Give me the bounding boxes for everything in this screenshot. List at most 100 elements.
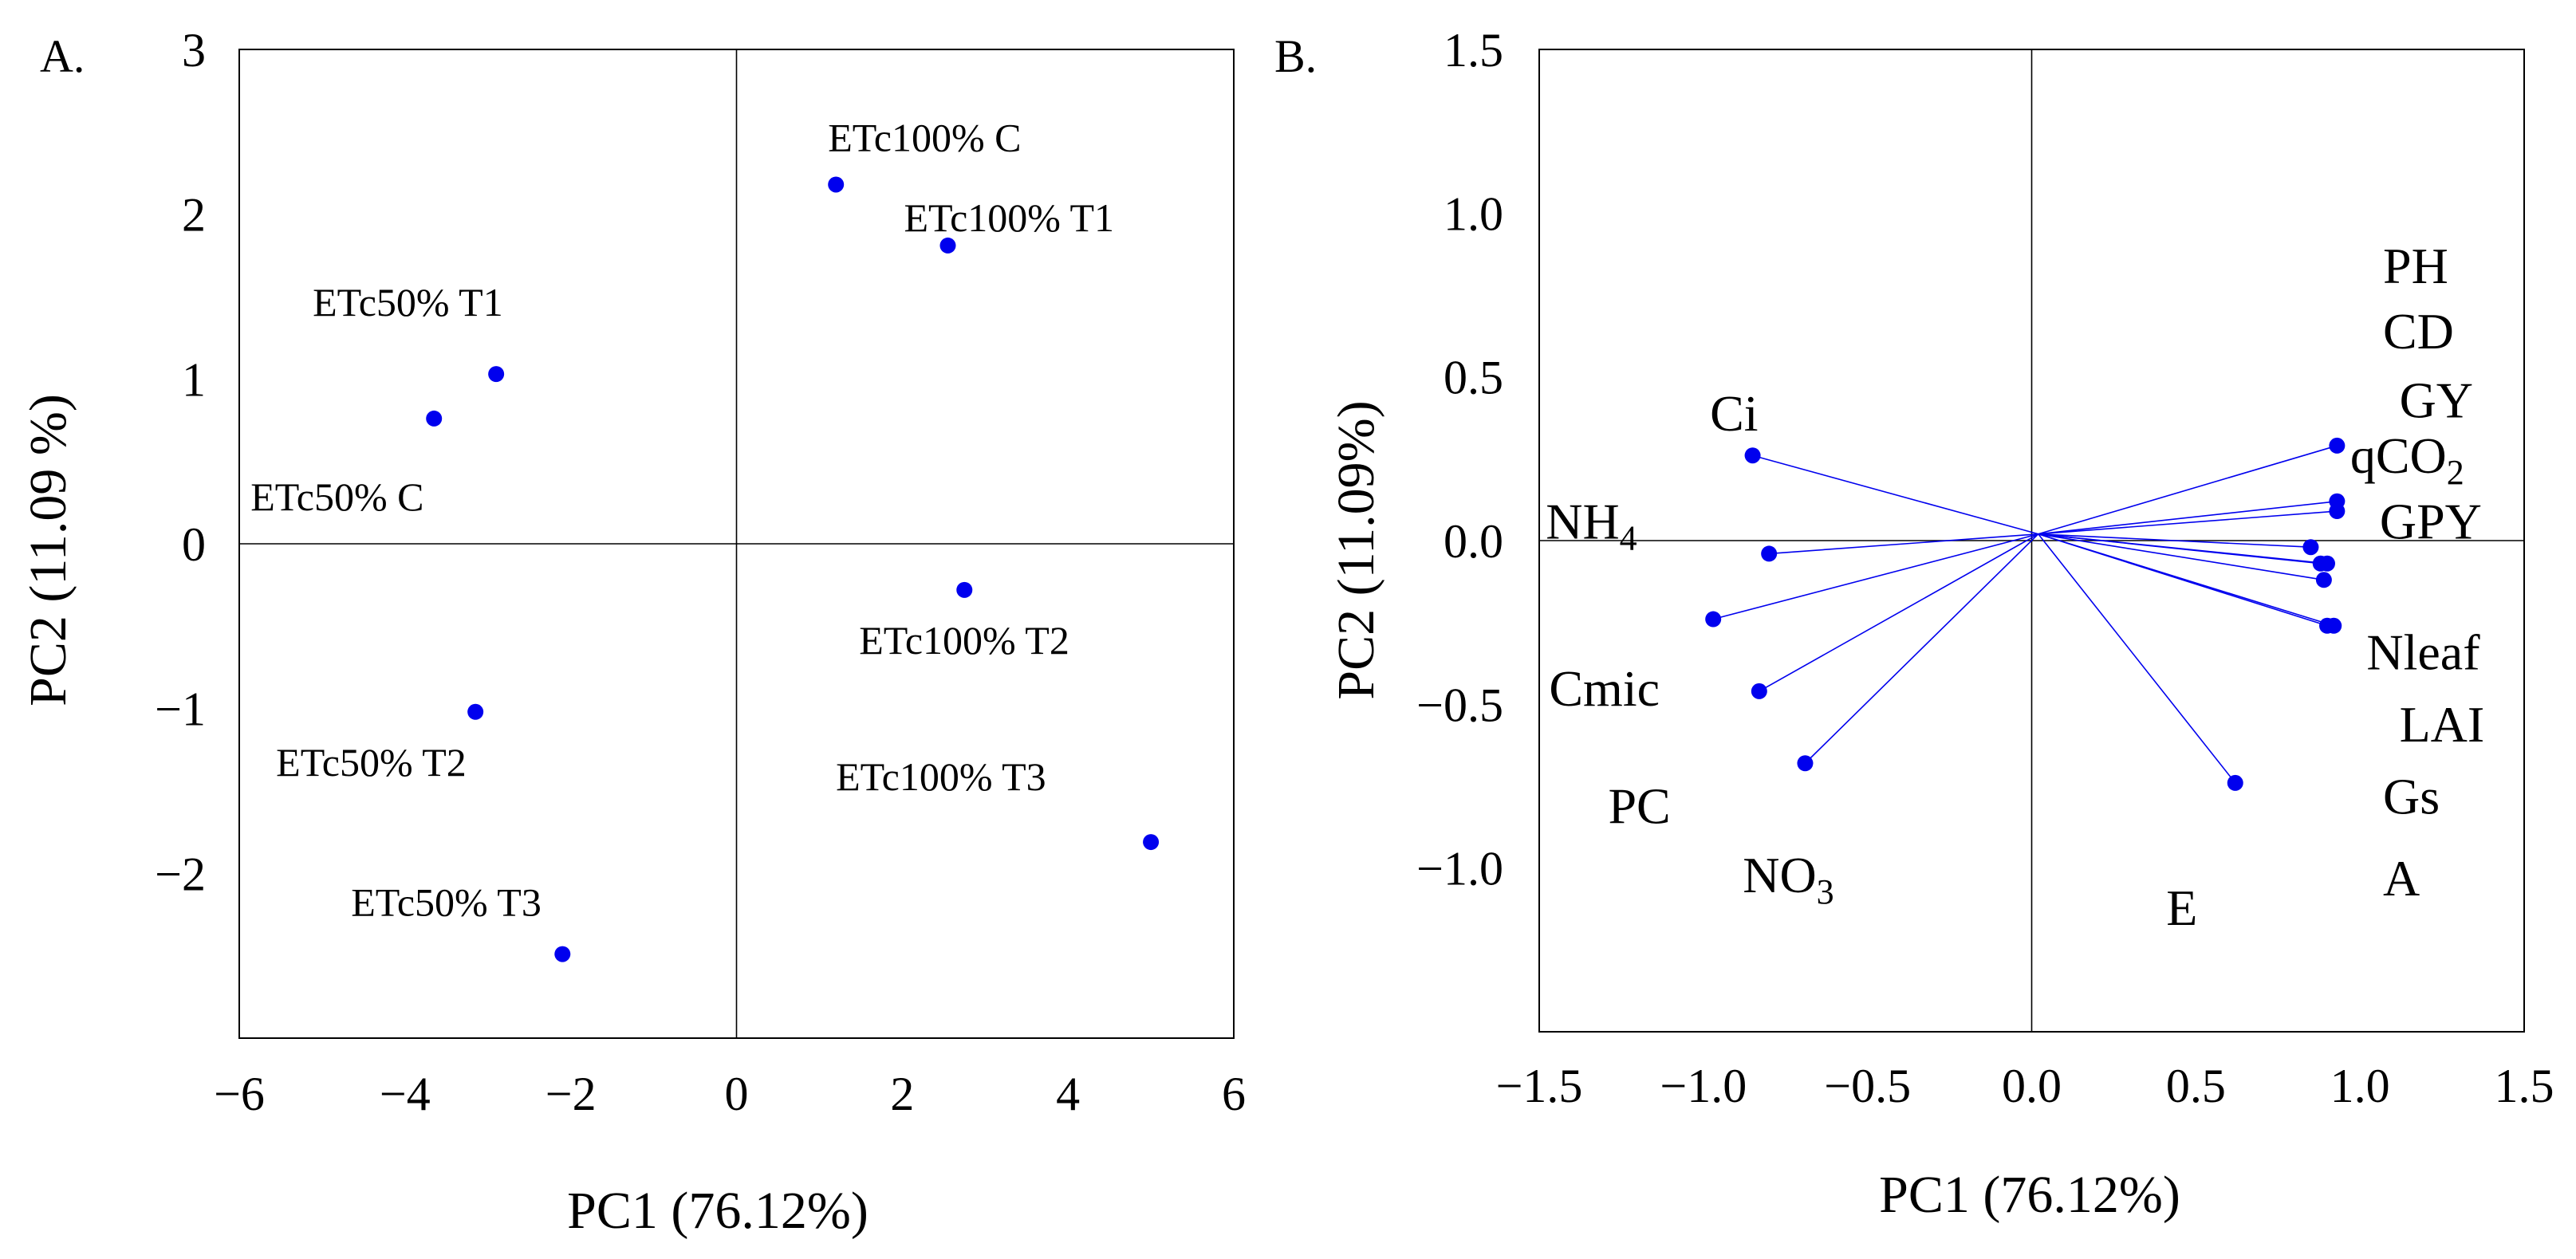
variable-label-text: CD <box>2383 303 2454 360</box>
score-point-label: ETc50% T2 <box>276 740 467 785</box>
panel-b-loading-vectors <box>1712 445 2338 784</box>
variable-label-text: GPY <box>2380 493 2482 549</box>
loading-point <box>1797 755 1814 772</box>
score-point-label: ETc100% T3 <box>836 754 1046 799</box>
variable-label: PH <box>2383 238 2448 294</box>
loading-point <box>2326 617 2342 634</box>
loading-vector <box>1752 454 2038 535</box>
y-tick-label: 1 <box>182 353 206 406</box>
y-tick-label: −1.0 <box>1416 843 1503 895</box>
y-tick-label: 1.5 <box>1444 24 1503 77</box>
x-tick-label: −2 <box>546 1068 597 1120</box>
loading-point <box>1761 545 1778 562</box>
panel-b-x-ticks: −1.5 −1.0 −0.5 0.0 0.5 1.0 1.5 <box>1496 1060 2554 1112</box>
y-tick-label: −0.5 <box>1416 679 1503 731</box>
x-tick-label: 0.5 <box>2166 1060 2226 1112</box>
loading-vector <box>2038 500 2338 535</box>
score-point <box>467 703 484 720</box>
loading-vector <box>2038 510 2338 535</box>
score-point <box>1143 834 1160 851</box>
variable-label: Nleaf <box>2366 624 2480 681</box>
score-point <box>488 366 505 383</box>
variable-label-text: A <box>2383 850 2420 907</box>
x-tick-label: 1.0 <box>2330 1060 2390 1112</box>
score-point-label: ETc50% T3 <box>351 880 542 925</box>
loading-vector <box>2038 533 2334 627</box>
x-tick-label: −0.5 <box>1824 1060 1911 1112</box>
variable-label: NO3 <box>1743 847 1834 911</box>
x-tick-label: −1.5 <box>1496 1060 1583 1112</box>
loading-vector <box>2038 533 2325 581</box>
variable-label: Ci <box>1710 385 1758 442</box>
x-tick-label: −1.0 <box>1660 1060 1747 1112</box>
score-point-label: ETc100% C <box>828 115 1021 159</box>
variable-label-text: NH <box>1546 493 1619 549</box>
variable-label: PC <box>1608 778 1670 835</box>
y-tick-label: 1.0 <box>1444 187 1503 240</box>
score-point <box>939 237 956 254</box>
score-point <box>828 176 845 193</box>
panel-a-points <box>426 176 1160 962</box>
variable-label: LAI <box>2400 696 2485 753</box>
loading-vector <box>2038 445 2338 535</box>
x-tick-label: 0.0 <box>2002 1060 2062 1112</box>
panel-a-x-ticks: −6 −4 −2 0 2 4 6 <box>214 1068 1246 1120</box>
score-point-label: ETc100% T2 <box>859 618 1069 663</box>
variable-label-text: PC <box>1608 778 1670 835</box>
panel-b-x-axis-title: PC1 (76.12%) <box>1879 1166 2180 1224</box>
variable-label-subscript: 2 <box>2447 453 2464 492</box>
x-tick-label: −4 <box>380 1068 431 1120</box>
variable-label-text: Ci <box>1710 385 1758 442</box>
score-point <box>956 581 973 598</box>
loading-point <box>1751 683 1767 699</box>
panel-a-point-labels: ETc100% C ETc100% T1 ETc50% T1 ETc50% C ETc1… <box>250 115 1114 924</box>
variable-label: NH4 <box>1546 493 1637 557</box>
loading-point <box>2315 572 2332 588</box>
y-tick-label: 0.0 <box>1444 515 1503 568</box>
variable-label: Gs <box>2383 768 2440 824</box>
loading-point <box>2319 555 2335 572</box>
loading-point <box>1705 611 1722 628</box>
variable-label: CD <box>2383 303 2454 360</box>
panel-b-loading-plot: B. −1.5 −1.0 −0.5 0.0 0.5 1.0 1.5 −1.0 −0.5 0.0 0… <box>1274 24 2554 1224</box>
variable-label-text: Gs <box>2383 768 2440 824</box>
loading-vector <box>1759 533 2039 692</box>
variable-label: E <box>2166 879 2197 936</box>
panel-a-y-axis-title: PC2 (11.09 %) <box>19 394 77 706</box>
loading-vector <box>2038 533 2328 565</box>
x-tick-label: 4 <box>1056 1068 1080 1120</box>
loading-vector <box>1769 533 2038 555</box>
variable-label-text: LAI <box>2400 696 2485 753</box>
variable-label-subscript: 3 <box>1817 872 1834 911</box>
y-tick-label: 0.5 <box>1444 352 1503 404</box>
y-tick-label: −1 <box>155 683 206 736</box>
panel-a-x-axis-title: PC1 (76.12%) <box>567 1182 869 1240</box>
variable-label: qCO2 <box>2350 427 2464 492</box>
variable-label-text: Cmic <box>1549 660 1660 717</box>
variable-label-subscript: 4 <box>1620 518 1637 557</box>
panel-b-y-axis-title: PC2 (11.09%) <box>1327 400 1385 699</box>
score-point <box>426 410 443 427</box>
variable-label: GY <box>2400 372 2473 428</box>
loading-point <box>2302 539 2319 556</box>
score-point-label: ETc50% T1 <box>313 280 503 325</box>
variable-label-text: PH <box>2383 238 2448 294</box>
variable-label-text: Nleaf <box>2366 624 2480 681</box>
panel-b-loading-points <box>1705 437 2346 791</box>
variable-label-text: qCO <box>2350 427 2447 484</box>
y-tick-label: 0 <box>182 518 206 571</box>
variable-label: GPY <box>2380 493 2482 549</box>
variable-label-text: E <box>2166 879 2197 936</box>
x-tick-label: 1.5 <box>2495 1060 2554 1112</box>
panel-a-label: A. <box>40 30 85 82</box>
x-tick-label: 0 <box>725 1068 749 1120</box>
loading-point <box>1744 447 1761 464</box>
variable-label: A <box>2383 850 2420 907</box>
panel-b-y-ticks: −1.0 −0.5 0.0 0.5 1.0 1.5 <box>1416 24 1503 895</box>
x-tick-label: −6 <box>214 1068 265 1120</box>
loading-vector <box>2038 533 2236 784</box>
variable-label-text: NO <box>1743 847 1816 903</box>
score-point <box>554 946 571 962</box>
